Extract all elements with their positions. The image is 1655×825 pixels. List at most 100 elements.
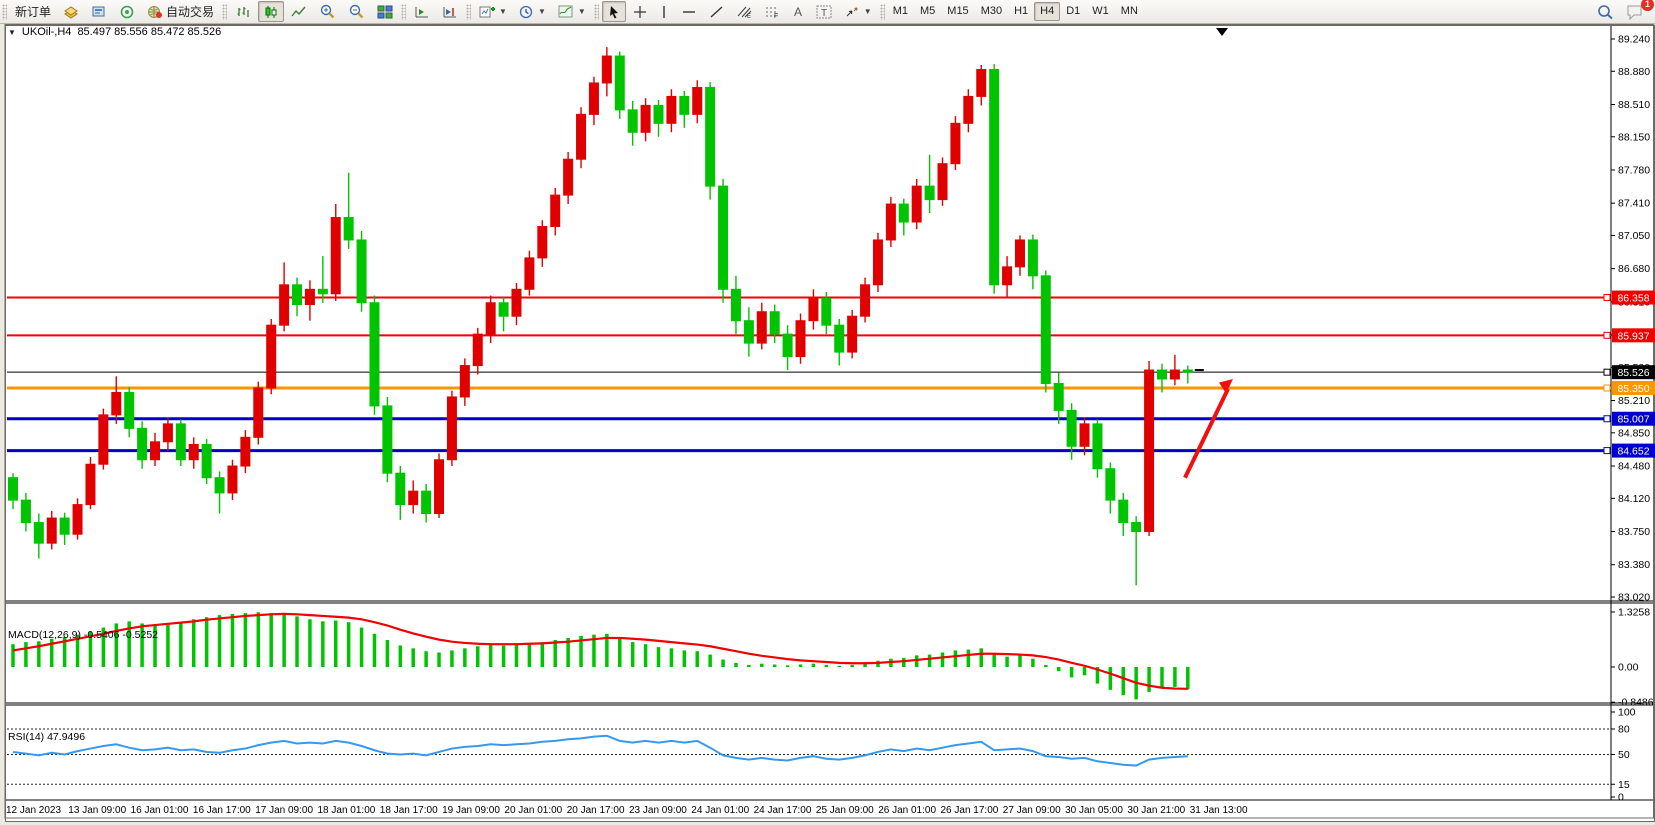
crosshair-button[interactable] [628,1,652,22]
timeframe-H4[interactable]: H4 [1034,2,1061,21]
vertical-line-icon [659,5,669,19]
text-label-button[interactable]: T [811,1,837,22]
timeframe-M15[interactable]: M15 [947,5,969,17]
svg-text:24 Jan 17:00: 24 Jan 17:00 [754,805,812,816]
svg-text:13 Jan 09:00: 13 Jan 09:00 [68,805,126,816]
shift-marker-icon[interactable] [1216,28,1228,36]
toolbar-grip[interactable] [593,3,599,20]
trendline-icon [709,5,724,19]
svg-text:85.007: 85.007 [1617,414,1649,426]
svg-text:-0.8486: -0.8486 [1618,697,1654,709]
main-toolbar: 新订单 自动交易 [0,0,1655,24]
crosshair-icon [633,5,647,19]
svg-text:89.240: 89.240 [1618,34,1650,46]
auto-trading-button[interactable]: 自动交易 [142,1,219,22]
candles-layer[interactable] [8,47,1204,586]
search-button[interactable] [1592,1,1619,22]
rsi-indicator-label: RSI(14) 47.9496 [8,731,86,743]
zoom-out-button[interactable] [343,1,370,22]
line-chart-button[interactable] [286,1,312,22]
toolbar-grip[interactable] [2,3,7,20]
chart-frame [4,24,1654,819]
fibonacci-icon: F [764,5,780,19]
fibonacci-button[interactable]: F [759,1,785,22]
notifications-button[interactable]: 1 [1621,0,1654,22]
timeframe-H1[interactable]: H1 [1014,5,1029,17]
svg-text:T: T [821,8,827,19]
trend-arrow-annotation[interactable] [1183,379,1233,479]
svg-text:86.680: 86.680 [1618,263,1650,275]
toolbar-grip[interactable] [222,3,228,20]
chart-ohlc-values: 85.497 85.556 85.472 85.526 [77,26,222,38]
svg-text:E: E [747,14,751,19]
svg-text:15: 15 [1618,779,1630,791]
tile-windows-button[interactable] [372,1,398,22]
zoom-in-button[interactable] [314,1,341,22]
svg-text:85.210: 85.210 [1618,395,1650,407]
timeframe-MN[interactable]: MN [1120,5,1138,17]
toolbar-grip[interactable] [879,3,885,20]
svg-text:86.358: 86.358 [1617,293,1649,305]
chart-canvas[interactable]: 89.240 88.880 88.510 88.150 87.780 87.410 87.0… [0,23,1655,825]
macd-pane[interactable]: 1.3258 0.00 -0.8486 [11,606,1654,709]
trendline-button[interactable] [704,1,729,22]
chart-menu-icon[interactable]: ▼ [8,27,16,37]
equidistant-channel-icon: E [736,5,752,19]
text-label-icon: T [816,5,832,19]
svg-text:85.350: 85.350 [1617,383,1649,395]
market-watch-button[interactable] [86,1,112,22]
vertical-line-button[interactable] [654,1,674,22]
svg-text:80: 80 [1618,724,1630,736]
svg-text:88.150: 88.150 [1618,131,1650,143]
equidistant-channel-button[interactable]: E [731,1,757,22]
chart-shift-button[interactable] [437,1,463,22]
macd-signal-line [12,612,1188,690]
svg-text:16 Jan 01:00: 16 Jan 01:00 [131,805,189,816]
arrows-objects-button[interactable]: ▼ [839,1,877,22]
indicators-button[interactable]: ▼ [553,1,591,22]
new-order-label: 新订单 [15,5,52,19]
toolbar-grip[interactable] [401,3,407,20]
chart-title-bar: ▼ UKOil-,H4 85.497 85.556 85.472 85.526 [8,26,221,38]
dropdown-caret-icon: ▼ [499,7,507,16]
new-order-button[interactable]: 新订单 [10,1,56,22]
svg-text:88.880: 88.880 [1618,66,1650,78]
cursor-button[interactable] [601,1,626,22]
indicators-icon [558,5,574,19]
svg-text:88.510: 88.510 [1618,99,1650,111]
chart-type-group [229,0,313,23]
svg-text:0.00: 0.00 [1618,662,1639,674]
timeframe-M30[interactable]: M30 [980,5,1003,17]
navigator-button[interactable] [114,1,140,22]
arrows-objects-icon [844,5,860,19]
chart-window[interactable] [5,25,1655,822]
toolbar-grip[interactable] [466,3,472,20]
svg-text:30 Jan 21:00: 30 Jan 21:00 [1127,805,1185,816]
text-button[interactable]: A [787,1,809,22]
price-axis[interactable]: 89.240 88.880 88.510 88.150 87.780 87.410 87.0… [1611,34,1650,604]
timeframe-M5[interactable]: M5 [920,5,936,17]
svg-text:27 Jan 09:00: 27 Jan 09:00 [1003,805,1061,816]
periods-button[interactable]: ▼ [514,1,551,22]
text-icon: A [792,5,804,19]
timeframe-W1[interactable]: W1 [1092,5,1109,17]
svg-text:26 Jan 01:00: 26 Jan 01:00 [878,805,936,816]
timeframe-D1[interactable]: D1 [1066,5,1081,17]
new-chart-button[interactable]: ▼ [474,1,512,22]
bar-chart-button[interactable] [230,1,256,22]
svg-text:100: 100 [1618,707,1636,719]
time-axis[interactable]: 12 Jan 2023 13 Jan 09:00 16 Jan 01:00 16 Ja… [6,805,1248,816]
macd-indicator-label: MACD(12,26,9) -0.5406 -0.5252 [8,629,158,641]
rsi-pane[interactable]: 100 80 50 150 [7,707,1636,804]
svg-text:87.780: 87.780 [1618,164,1650,176]
price-badges: 86.358 85.937 85.526 85.350 85.007 84.652 [1603,290,1655,458]
auto-trading-label: 自动交易 [166,5,215,19]
horizontal-line-button[interactable] [676,1,702,22]
dropdown-caret-icon: ▼ [577,7,586,16]
svg-text:85.526: 85.526 [1617,367,1649,379]
svg-text:83.380: 83.380 [1618,559,1650,571]
chart-profile-button[interactable] [58,1,84,22]
candlestick-chart-button[interactable] [258,1,285,22]
timeframe-M1[interactable]: M1 [892,5,908,17]
auto-scroll-button[interactable] [409,1,435,22]
